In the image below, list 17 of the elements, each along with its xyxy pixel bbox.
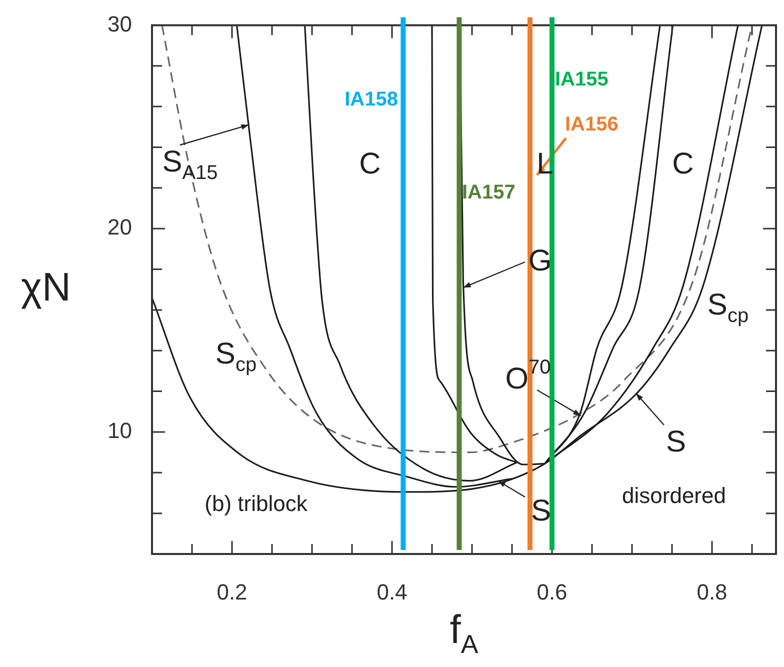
x-tick-label: 0.2: [216, 579, 248, 604]
annotation: C: [359, 147, 381, 180]
annotation: S: [666, 425, 686, 458]
y-axis-title: χN: [21, 266, 71, 310]
annotation: C: [672, 147, 694, 180]
ref-line-label: IA156: [565, 114, 618, 136]
annotation: disordered: [622, 483, 726, 508]
y-tick-label: 20: [108, 214, 132, 240]
ref-line-label: IA155: [555, 68, 608, 91]
x-tick-label: 0.6: [536, 579, 568, 604]
x-tick-label: 0.4: [376, 579, 408, 604]
y-tick-label: 30: [108, 11, 132, 36]
y-tick-label: 10: [108, 418, 132, 444]
x-tick-label: 0.8: [696, 579, 728, 604]
ref-line-label: IA158: [344, 88, 398, 111]
annotation: (b) triblock: [204, 491, 308, 516]
ref-line-label: IA157: [462, 182, 516, 204]
